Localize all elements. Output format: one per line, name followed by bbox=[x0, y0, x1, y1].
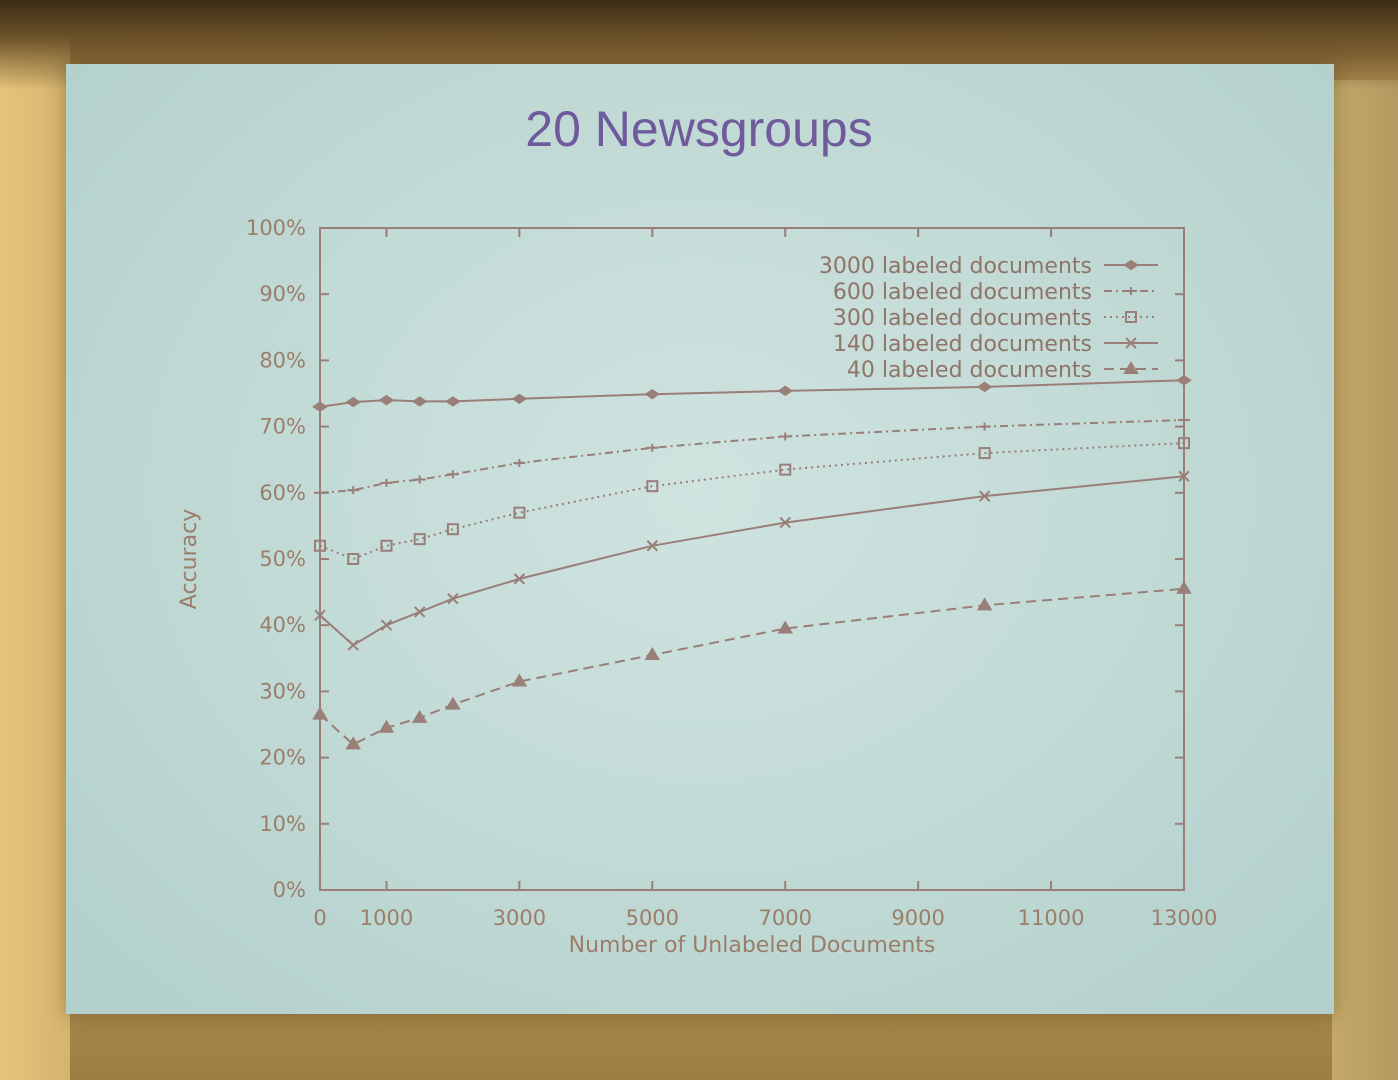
data-point bbox=[779, 432, 792, 441]
x-tick-label: 13000 bbox=[1151, 906, 1218, 930]
series-1 bbox=[314, 415, 1190, 497]
x-tick-label: 9000 bbox=[891, 906, 944, 930]
x-tick-label: 5000 bbox=[626, 906, 679, 930]
data-point bbox=[314, 609, 326, 621]
data-point bbox=[445, 396, 461, 407]
data-point bbox=[513, 573, 526, 585]
series-line bbox=[319, 379, 1185, 408]
data-point bbox=[1125, 337, 1137, 349]
data-point bbox=[378, 394, 395, 406]
series-0 bbox=[312, 375, 1192, 412]
y-tick-label: 90% bbox=[259, 282, 306, 306]
series-4 bbox=[312, 580, 1192, 750]
y-tick-label: 0% bbox=[273, 878, 306, 902]
data-point bbox=[1178, 470, 1190, 482]
wall-right bbox=[1332, 80, 1398, 1080]
x-tick-label: 7000 bbox=[759, 906, 812, 930]
data-point bbox=[646, 443, 659, 452]
data-point bbox=[513, 459, 526, 468]
data-point bbox=[413, 606, 426, 618]
data-point bbox=[976, 597, 993, 611]
data-point bbox=[513, 506, 526, 519]
data-point bbox=[779, 516, 791, 529]
data-point bbox=[411, 709, 428, 723]
axis-ticks: 0% 10% 20% 30% 40% 50% 60% 70% 80% 90% 100% 0 1000 30… bbox=[246, 216, 1217, 930]
series-group bbox=[312, 375, 1192, 750]
data-point bbox=[314, 488, 326, 497]
data-point bbox=[445, 696, 461, 710]
y-axis-title: Accuracy bbox=[177, 509, 202, 609]
data-point bbox=[312, 706, 328, 720]
data-point bbox=[345, 396, 362, 408]
data-point bbox=[413, 475, 426, 484]
series-line bbox=[319, 419, 1185, 494]
y-tick-label: 70% bbox=[259, 415, 306, 439]
data-point bbox=[978, 490, 991, 502]
legend-label: 3000 labeled documents bbox=[819, 254, 1092, 279]
data-point bbox=[380, 539, 393, 552]
data-point bbox=[1176, 580, 1192, 594]
y-tick-label: 30% bbox=[259, 679, 306, 703]
data-point bbox=[1125, 311, 1137, 323]
y-tick-label: 20% bbox=[259, 746, 306, 770]
series-line bbox=[319, 475, 1185, 647]
data-point bbox=[446, 523, 459, 536]
data-point bbox=[1125, 287, 1137, 295]
data-point bbox=[378, 719, 395, 733]
legend-label: 40 labeled documents bbox=[847, 358, 1092, 383]
data-point bbox=[1178, 415, 1190, 424]
y-tick-label: 80% bbox=[259, 348, 306, 372]
data-point bbox=[777, 620, 793, 634]
data-point bbox=[380, 478, 393, 487]
y-tick-label: 100% bbox=[246, 216, 306, 240]
data-point bbox=[411, 396, 428, 407]
x-tick-label: 11000 bbox=[1018, 906, 1085, 930]
data-point bbox=[1178, 437, 1190, 450]
series-2 bbox=[314, 437, 1190, 565]
data-point bbox=[777, 385, 794, 397]
y-tick-label: 40% bbox=[259, 613, 306, 637]
data-point bbox=[646, 540, 659, 552]
wall-left bbox=[0, 0, 70, 1080]
slide-title: 20 Newsgroups bbox=[525, 101, 873, 157]
legend-label: 600 labeled documents bbox=[833, 280, 1092, 305]
data-point bbox=[978, 447, 991, 460]
series-3 bbox=[314, 470, 1190, 651]
x-tick-label: 3000 bbox=[493, 906, 546, 930]
legend-label: 300 labeled documents bbox=[833, 306, 1092, 331]
data-point bbox=[345, 736, 361, 750]
series-line bbox=[319, 587, 1185, 746]
data-point bbox=[976, 381, 993, 393]
data-point bbox=[312, 401, 328, 412]
data-point bbox=[511, 393, 528, 404]
series-line bbox=[319, 442, 1185, 561]
data-point bbox=[644, 388, 661, 400]
data-point bbox=[511, 673, 528, 687]
y-tick-label: 10% bbox=[259, 812, 306, 836]
data-point bbox=[646, 480, 659, 493]
legend-label: 140 labeled documents bbox=[833, 332, 1092, 357]
data-point bbox=[1123, 259, 1139, 271]
data-point bbox=[347, 553, 360, 565]
data-point bbox=[446, 470, 459, 479]
data-point bbox=[413, 533, 426, 546]
data-point bbox=[447, 593, 459, 605]
data-point bbox=[347, 486, 360, 495]
y-tick-label: 50% bbox=[259, 547, 306, 571]
data-point bbox=[1123, 361, 1139, 374]
x-axis-title: Number of Unlabeled Documents bbox=[569, 933, 936, 958]
y-tick-label: 60% bbox=[259, 481, 306, 505]
data-point bbox=[380, 619, 393, 631]
data-point bbox=[644, 647, 661, 660]
data-point bbox=[314, 539, 326, 552]
projection-screen bbox=[66, 64, 1334, 1014]
data-point bbox=[1176, 375, 1192, 386]
data-point bbox=[978, 422, 991, 431]
data-point bbox=[347, 639, 359, 651]
data-point bbox=[779, 463, 792, 476]
x-tick-label: 1000 bbox=[360, 906, 413, 930]
x-tick-label: 0 bbox=[313, 906, 326, 930]
